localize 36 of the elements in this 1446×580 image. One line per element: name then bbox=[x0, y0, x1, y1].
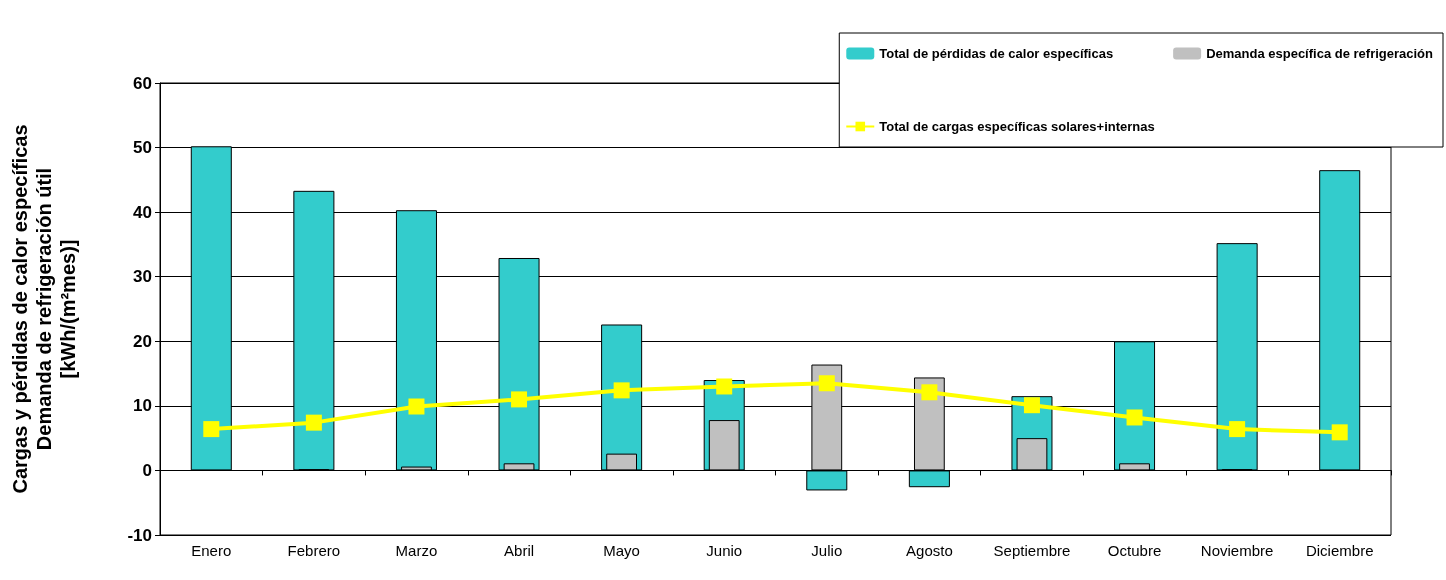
x-tick-label: Marzo bbox=[395, 542, 438, 559]
point bbox=[408, 398, 425, 415]
x-tick-label: Julio bbox=[811, 542, 843, 559]
x-tick-label: Febrero bbox=[287, 542, 341, 559]
y-tick-label: 20 bbox=[133, 331, 152, 351]
point bbox=[921, 384, 938, 401]
y-tick-label: 60 bbox=[133, 73, 152, 93]
point bbox=[818, 375, 835, 392]
legend-label: Total de pérdidas de calor específicas bbox=[879, 46, 1114, 61]
point bbox=[203, 421, 220, 438]
point bbox=[716, 378, 733, 395]
y-tick-label: 30 bbox=[133, 267, 152, 287]
x-tick-label: Abril bbox=[504, 542, 535, 559]
x-tick-label: Agosto bbox=[906, 542, 953, 559]
point bbox=[1229, 421, 1246, 438]
y-tick-label: 40 bbox=[133, 202, 152, 222]
x-tick-label: Mayo bbox=[603, 542, 640, 559]
x-tick-label: Diciembre bbox=[1305, 542, 1374, 559]
y-tick-label: -10 bbox=[127, 525, 152, 545]
legend-label: Total de cargas específicas solares+internas bbox=[879, 119, 1155, 134]
point bbox=[613, 382, 630, 399]
x-tick-label: Enero bbox=[191, 542, 232, 559]
y-axis-title: Cargas y pérdidas de calor específicas Demanda de refrigeración útil [kWh/(m²mes)] bbox=[9, 124, 79, 494]
x-tick-label: Junio bbox=[706, 542, 743, 559]
point bbox=[511, 391, 528, 408]
legend-label: Demanda específica de refrigeración bbox=[1206, 46, 1434, 61]
point bbox=[1023, 397, 1040, 414]
y-tick-label: 50 bbox=[133, 138, 152, 158]
x-tick-label: Noviembre bbox=[1200, 542, 1274, 559]
y-tick-label: 10 bbox=[133, 396, 152, 416]
point bbox=[1331, 424, 1348, 441]
point bbox=[305, 414, 322, 431]
x-tick-label: Octubre bbox=[1107, 542, 1162, 559]
x-tick-label: Septiembre bbox=[993, 542, 1071, 559]
point bbox=[1126, 409, 1143, 426]
y-tick-label: 0 bbox=[142, 460, 152, 480]
